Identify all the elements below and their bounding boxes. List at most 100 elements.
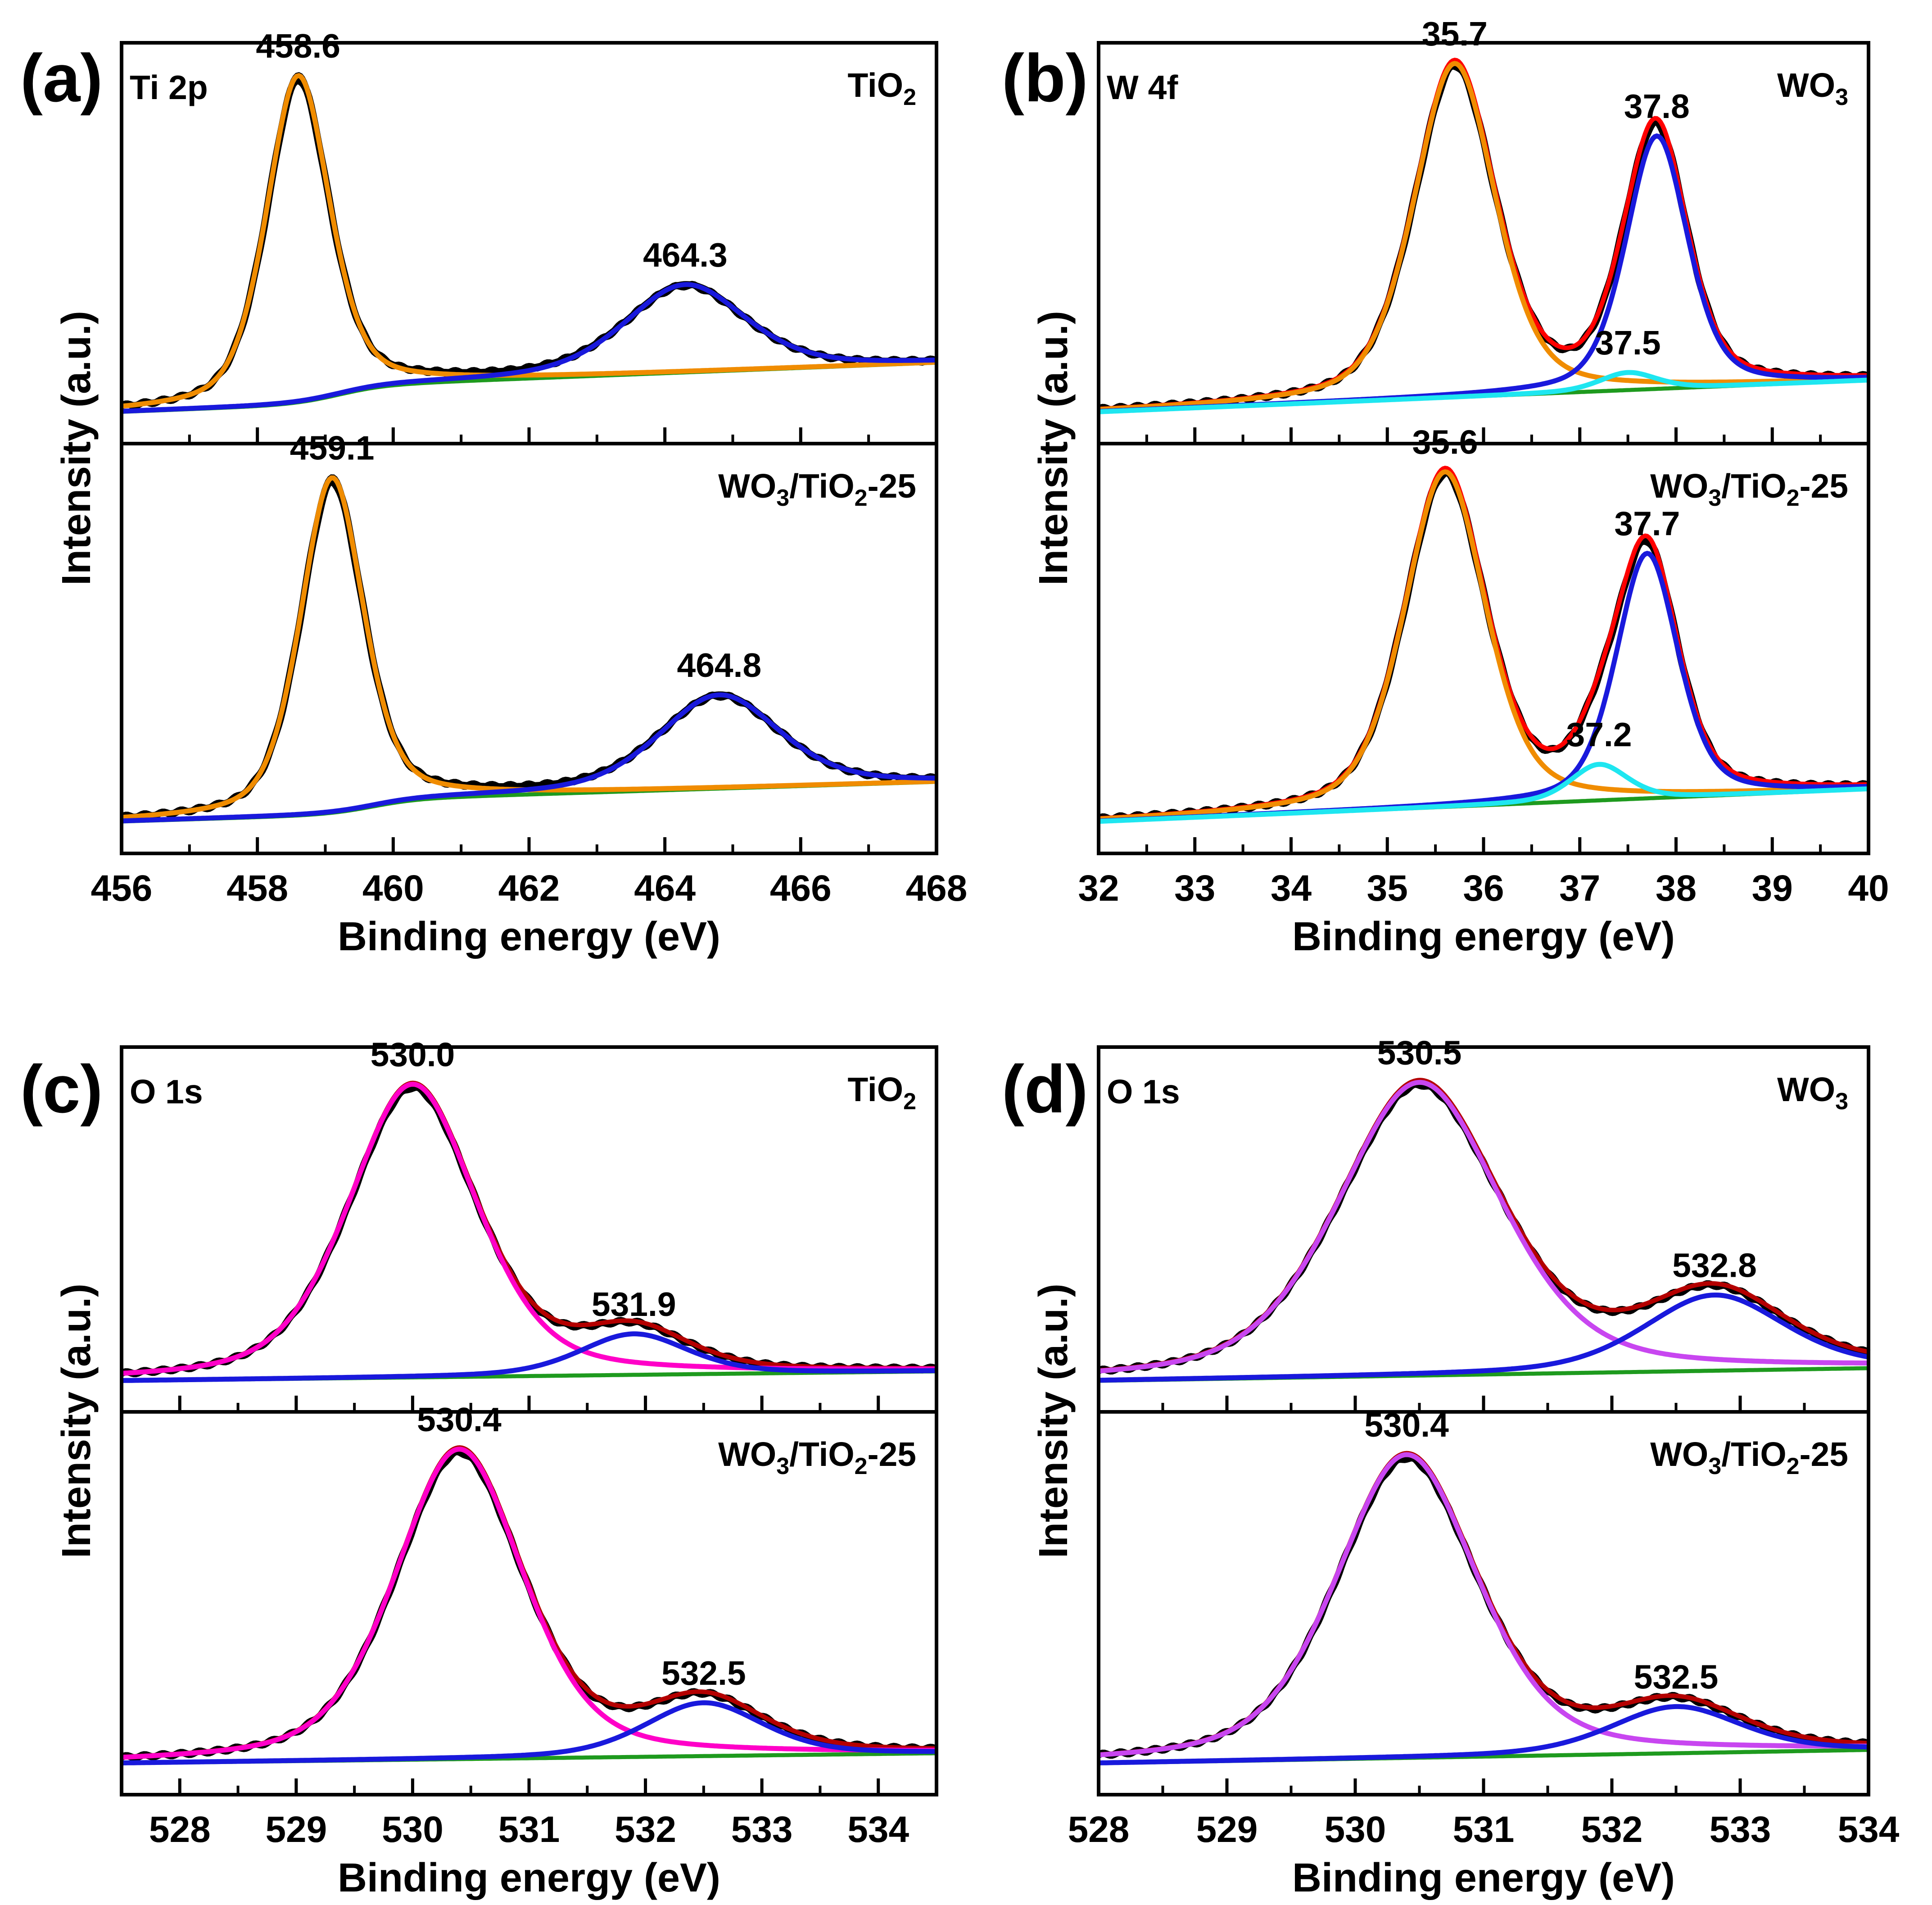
sample-label-part: -25 [1800, 467, 1848, 505]
envelope-curve [1098, 466, 1869, 821]
peak-label: 37.2 [1566, 716, 1632, 753]
x-tick-label: 456 [91, 868, 153, 909]
x-tick-label: 528 [1068, 1809, 1130, 1850]
peak-component-35.6 [1098, 469, 1869, 821]
sample-label-part: /TiO [789, 1435, 854, 1473]
x-tick-label: 36 [1463, 868, 1504, 909]
peak-label: 37.7 [1614, 505, 1680, 543]
panel-label: (c) [20, 1051, 103, 1127]
x-tick-label: 529 [265, 1809, 327, 1850]
raw-data-curve [1097, 468, 1870, 823]
x-tick-label: 531 [1453, 1809, 1515, 1850]
peak-label: 37.8 [1624, 87, 1690, 125]
sample-label: TiO2 [847, 66, 916, 110]
sample-label-subscript: 2 [855, 485, 868, 511]
sample-label-subscript: 3 [1708, 1453, 1721, 1479]
envelope-curve [1098, 1451, 1869, 1757]
subpanel-bottom: 530.4 532.5 WO3/TiO2-25 [120, 1401, 938, 1765]
x-tick-label: 35 [1367, 868, 1408, 909]
x-tick-label: 466 [770, 868, 832, 909]
x-tick-label: 532 [1581, 1809, 1643, 1850]
envelope-curve [121, 1080, 937, 1375]
sample-label-subscript: 2 [855, 1453, 868, 1479]
sample-label-part: WO [1777, 66, 1835, 104]
peak-label: 37.5 [1595, 324, 1661, 362]
x-tick-label: 33 [1174, 868, 1215, 909]
sample-label: WO3/TiO2-25 [718, 1435, 916, 1479]
x-tick-label: 40 [1848, 868, 1889, 909]
raw-data-curve [120, 1083, 938, 1378]
x-tick-label: 38 [1656, 868, 1697, 909]
sample-label-subscript: 2 [1787, 1453, 1800, 1479]
peak-component-458.6 [121, 73, 937, 409]
sample-label-part: WO [718, 1435, 776, 1473]
sample-label-part: /TiO [1721, 467, 1786, 505]
peak-component-530.4 [1098, 1452, 1869, 1758]
envelope-curve [121, 474, 937, 819]
y-axis-title: Intensity (a.u.) [54, 1284, 99, 1558]
sample-label-subscript: 3 [776, 1453, 789, 1479]
element-label: W 4f [1107, 68, 1178, 106]
x-tick-label: 460 [362, 868, 424, 909]
sample-label-part: WO [1777, 1070, 1835, 1108]
x-tick-label: 530 [382, 1809, 443, 1850]
sample-label: WO3 [1777, 66, 1848, 110]
element-label: Ti 2p [130, 68, 208, 106]
peak-label: 532.5 [1634, 1658, 1719, 1696]
panel-label: (d) [1002, 1051, 1088, 1127]
x-tick-label: 531 [498, 1809, 560, 1850]
peak-label: 459.1 [290, 429, 375, 467]
sample-label-subscript: 3 [1835, 84, 1848, 110]
plot-frame [120, 41, 938, 855]
x-axis-title: Binding energy (eV) [338, 1855, 720, 1900]
subpanel-top: 530.5 532.8 WO3 O 1s [1097, 1034, 1871, 1383]
peak-component-532.8 [1098, 1293, 1869, 1383]
y-axis-title: Intensity (a.u.) [54, 311, 99, 585]
peak-component-464.8 [121, 692, 937, 824]
subpanel-top: 530.0 531.9 TiO2 O 1s [120, 1036, 938, 1383]
element-label: O 1s [130, 1073, 203, 1111]
x-tick-label: 533 [1710, 1809, 1771, 1850]
plot-frame [120, 1045, 938, 1796]
y-axis-title: Intensity (a.u.) [1031, 1284, 1076, 1558]
x-tick-label: 32 [1078, 868, 1119, 909]
peak-component-35.7 [1098, 61, 1869, 412]
raw-data-curve [120, 1448, 938, 1762]
sample-label-subscript: 2 [903, 1089, 916, 1115]
x-tick-label: 530 [1325, 1809, 1386, 1850]
peak-component-531.9 [122, 1331, 937, 1383]
peak-label: 532.5 [661, 1654, 746, 1692]
sample-label-part: -25 [868, 1435, 916, 1473]
sample-label-part: /TiO [1721, 1435, 1786, 1473]
peak-label: 35.7 [1422, 15, 1488, 53]
subpanel-top: 35.7 37.8 37.5 WO3 W 4f [1097, 15, 1870, 414]
sample-label-part: -25 [1800, 1435, 1848, 1473]
envelope-curve [1098, 1078, 1869, 1373]
peak-label: 530.5 [1377, 1034, 1462, 1071]
sample-label: TiO2 [847, 1070, 916, 1115]
x-tick-label: 458 [226, 868, 288, 909]
peak-component-530.4 [121, 1447, 937, 1760]
peak-component-459.1 [121, 475, 937, 820]
x-tick-label: 462 [498, 868, 560, 909]
envelope-curve [1098, 58, 1869, 412]
peak-component-37.5 [1098, 370, 1869, 414]
peak-label: 464.8 [677, 646, 761, 684]
y-axis-title: Intensity (a.u.) [1031, 311, 1076, 585]
peak-label: 530.4 [417, 1401, 502, 1438]
sample-label-part: WO [1650, 1435, 1708, 1473]
sample-label-part: TiO [847, 66, 903, 104]
panel-label: (a) [20, 40, 103, 116]
peak-component-37.2 [1098, 762, 1869, 824]
sample-label: WO3/TiO2-25 [1650, 467, 1848, 511]
x-tick-label: 532 [615, 1809, 676, 1850]
peak-label: 464.3 [643, 236, 728, 274]
x-tick-label: 464 [634, 868, 696, 909]
peak-component-37.8 [1098, 133, 1869, 414]
element-label: O 1s [1107, 1073, 1180, 1111]
